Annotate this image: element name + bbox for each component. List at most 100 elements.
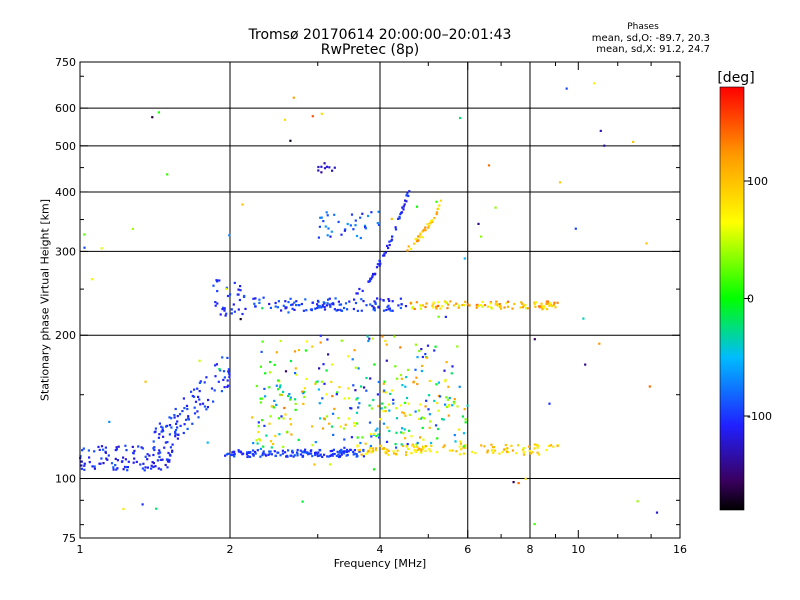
echo-point [453, 434, 456, 437]
echo-point [424, 353, 427, 356]
echo-point [370, 450, 374, 454]
echo-point [437, 381, 440, 384]
echo-point [372, 468, 376, 471]
echo-point [270, 446, 273, 449]
echo-point [182, 397, 185, 400]
echo-point [257, 430, 260, 434]
echo-point [93, 450, 96, 453]
echo-point [353, 449, 356, 452]
echo-point [435, 424, 438, 427]
echo-point [353, 298, 356, 301]
echo-point [174, 432, 177, 435]
echo-point [427, 408, 430, 411]
echo-point [108, 420, 111, 423]
echo-point [356, 436, 359, 439]
echo-point [385, 359, 388, 362]
echo-point [338, 303, 341, 306]
echo-point [372, 273, 376, 276]
echo-point [407, 368, 410, 371]
echo-point [533, 338, 536, 341]
echo-point [300, 302, 303, 306]
echo-point [405, 200, 408, 203]
echo-point [352, 384, 355, 387]
echo-point [206, 441, 209, 444]
echo-point [261, 307, 264, 310]
echo-point [353, 452, 356, 455]
echo-point [273, 399, 276, 402]
echo-point [385, 308, 388, 312]
echo-point [362, 455, 365, 458]
echo-point [551, 305, 554, 308]
echo-point [387, 304, 390, 307]
echo-point [320, 165, 323, 168]
echo-point [254, 452, 257, 455]
echo-point [301, 500, 304, 503]
echo-point [186, 407, 189, 411]
echo-point [289, 417, 292, 421]
echo-point [332, 433, 335, 436]
echo-point [448, 397, 451, 400]
echo-point [444, 380, 447, 383]
echo-point [190, 390, 193, 393]
echo-point [328, 297, 331, 300]
echo-point [371, 304, 374, 308]
echo-point [319, 341, 322, 344]
echo-point [227, 452, 230, 455]
echo-point [141, 447, 144, 450]
echo-point [171, 450, 174, 453]
echo-point [114, 449, 117, 452]
echo-point [114, 457, 117, 460]
echo-point [364, 442, 367, 445]
echo-point [326, 234, 329, 237]
echo-point [198, 390, 201, 393]
echo-point [193, 406, 196, 409]
echo-point [357, 449, 360, 452]
echo-point [291, 449, 294, 452]
echo-point [126, 466, 129, 469]
echo-point [166, 441, 169, 444]
echo-point [342, 427, 346, 430]
echo-point [395, 446, 398, 449]
echo-point [155, 507, 158, 510]
echo-point [438, 204, 441, 207]
echo-point [269, 415, 272, 418]
echo-point [316, 306, 319, 310]
echo-point [383, 389, 386, 392]
echo-point [329, 450, 332, 453]
echo-point [213, 389, 216, 392]
echo-point [301, 450, 305, 453]
echo-point [278, 386, 281, 389]
echo-point [336, 391, 339, 394]
echo-point [237, 450, 241, 453]
echo-point [289, 396, 292, 399]
echo-point [434, 345, 437, 348]
echo-point [400, 377, 403, 380]
echo-point [400, 431, 403, 434]
echo-point [548, 304, 551, 307]
echo-point [79, 460, 82, 463]
echo-point [369, 432, 372, 436]
echo-point [248, 451, 252, 454]
echo-point [388, 403, 391, 406]
echo-point [393, 335, 396, 338]
echo-point [351, 358, 354, 361]
echo-point [428, 426, 431, 429]
echo-point [296, 452, 299, 455]
echo-point [295, 451, 299, 454]
echo-point [125, 449, 128, 452]
echo-point [403, 203, 406, 206]
echo-point [176, 426, 179, 429]
echo-point [212, 284, 215, 287]
echo-point [361, 289, 364, 292]
echo-point [424, 445, 428, 448]
echo-point [421, 364, 424, 367]
echo-point [381, 402, 384, 405]
echo-point [404, 305, 408, 308]
echo-point [387, 308, 390, 311]
echo-point [424, 305, 427, 309]
echo-point [432, 306, 435, 309]
x-tick-label: 1 [77, 543, 84, 556]
echo-point [493, 449, 497, 452]
echo-point [421, 236, 424, 239]
echo-point [422, 438, 425, 441]
